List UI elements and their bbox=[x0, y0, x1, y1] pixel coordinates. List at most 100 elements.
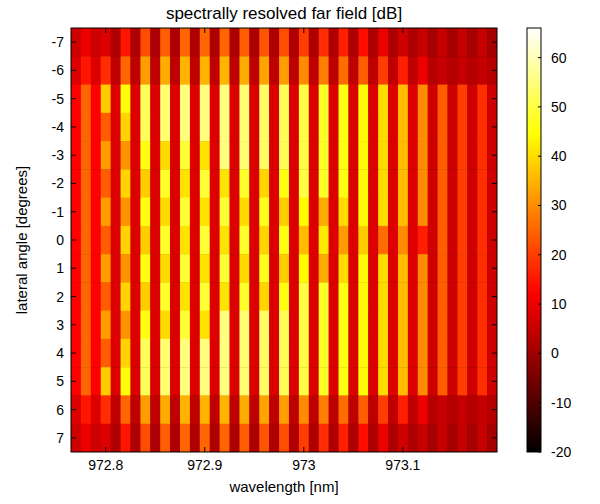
y-tick bbox=[492, 268, 497, 269]
heatmap-cell bbox=[150, 395, 160, 424]
heatmap-cell bbox=[398, 424, 408, 452]
x-tick bbox=[303, 447, 304, 452]
heatmap-cell bbox=[467, 282, 477, 311]
heatmap-cell bbox=[368, 339, 378, 368]
heatmap-cell bbox=[289, 198, 299, 227]
heatmap-cell bbox=[140, 56, 150, 85]
heatmap-cell bbox=[190, 395, 200, 424]
heatmap-cell bbox=[220, 367, 230, 396]
heatmap-cell bbox=[289, 311, 299, 340]
heatmap-cell bbox=[230, 56, 240, 85]
heatmap-cell bbox=[467, 85, 477, 114]
heatmap-cell bbox=[170, 339, 180, 368]
heatmap-cell bbox=[438, 198, 448, 227]
heatmap-cell bbox=[269, 311, 279, 340]
heatmap-cell bbox=[487, 198, 497, 227]
heatmap-cell bbox=[408, 113, 418, 142]
heatmap-cell bbox=[121, 424, 131, 452]
heatmap-cell bbox=[388, 339, 398, 368]
heatmap-cell bbox=[140, 113, 150, 142]
heatmap-cell bbox=[457, 282, 467, 311]
heatmap-cell bbox=[239, 198, 249, 227]
heatmap-cell bbox=[249, 367, 259, 396]
heatmap-cell bbox=[249, 339, 259, 368]
heatmap-cell bbox=[210, 254, 220, 283]
heatmap-cell bbox=[338, 424, 348, 452]
heatmap-cell bbox=[279, 226, 289, 255]
heatmap-cell bbox=[447, 56, 457, 85]
heatmap-cell bbox=[358, 113, 368, 142]
heatmap-cell bbox=[388, 282, 398, 311]
heatmap-cell bbox=[190, 198, 200, 227]
heatmap-cell bbox=[299, 339, 309, 368]
heatmap-cell bbox=[329, 198, 339, 227]
y-tick bbox=[71, 155, 76, 156]
heatmap-cell bbox=[487, 226, 497, 255]
heatmap-cell bbox=[487, 282, 497, 311]
heatmap-cell bbox=[130, 198, 140, 227]
heatmap-cell bbox=[487, 28, 497, 57]
heatmap-cell bbox=[438, 85, 448, 114]
heatmap-cell bbox=[418, 395, 428, 424]
heatmap-cell bbox=[358, 395, 368, 424]
heatmap-cell bbox=[398, 56, 408, 85]
heatmap-cell bbox=[408, 56, 418, 85]
heatmap-cell bbox=[467, 28, 477, 57]
heatmap-cell bbox=[239, 395, 249, 424]
heatmap-cell bbox=[210, 113, 220, 142]
heatmap-cell bbox=[447, 367, 457, 396]
y-tick bbox=[71, 409, 76, 410]
heatmap-cell bbox=[121, 226, 131, 255]
heatmap-cell bbox=[71, 141, 81, 170]
heatmap-cell bbox=[239, 56, 249, 85]
heatmap-cell bbox=[428, 339, 438, 368]
heatmap-cell bbox=[101, 395, 111, 424]
heatmap-cell bbox=[467, 141, 477, 170]
heatmap-cell bbox=[299, 141, 309, 170]
heatmap-cell bbox=[91, 424, 101, 452]
heatmap-cell bbox=[220, 56, 230, 85]
y-tick-label: -7 bbox=[52, 34, 65, 50]
heatmap-cell bbox=[279, 367, 289, 396]
heatmap-cell bbox=[160, 169, 170, 198]
heatmap-cell bbox=[329, 113, 339, 142]
heatmap-cell bbox=[279, 282, 289, 311]
heatmap-cell bbox=[329, 141, 339, 170]
heatmap-cell bbox=[170, 226, 180, 255]
y-tick-label: 6 bbox=[56, 402, 64, 418]
heatmap-cell bbox=[101, 367, 111, 396]
y-tick-label: 7 bbox=[56, 430, 64, 446]
x-tick bbox=[204, 28, 205, 33]
heatmap-cell bbox=[180, 282, 190, 311]
heatmap-cell bbox=[249, 141, 259, 170]
heatmap-cell bbox=[447, 113, 457, 142]
heatmap-cell bbox=[259, 85, 269, 114]
heatmap-cell bbox=[428, 311, 438, 340]
heatmap-cell bbox=[259, 141, 269, 170]
heatmap-cell bbox=[418, 367, 428, 396]
heatmap-cell bbox=[438, 254, 448, 283]
heatmap-cell bbox=[289, 28, 299, 57]
heatmap-cell bbox=[269, 424, 279, 452]
heatmap-cell bbox=[140, 339, 150, 368]
heatmap-cell bbox=[200, 424, 210, 452]
heatmap-cell bbox=[309, 311, 319, 340]
heatmap-cell bbox=[269, 254, 279, 283]
heatmap-cell bbox=[418, 85, 428, 114]
plot-background bbox=[71, 28, 497, 452]
heatmap-cell bbox=[477, 339, 487, 368]
heatmap-cell bbox=[269, 141, 279, 170]
heatmap-cell bbox=[487, 85, 497, 114]
heatmap-cell bbox=[348, 141, 358, 170]
heatmap-cell bbox=[467, 395, 477, 424]
heatmap-cell bbox=[309, 198, 319, 227]
heatmap-cell bbox=[358, 339, 368, 368]
heatmap-cell bbox=[319, 395, 329, 424]
heatmap-cell bbox=[170, 28, 180, 57]
y-tick bbox=[71, 70, 76, 71]
heatmap-cell bbox=[239, 169, 249, 198]
heatmap-cell bbox=[348, 311, 358, 340]
y-tick bbox=[71, 42, 76, 43]
heatmap-cell bbox=[150, 339, 160, 368]
heatmap-cell bbox=[309, 28, 319, 57]
